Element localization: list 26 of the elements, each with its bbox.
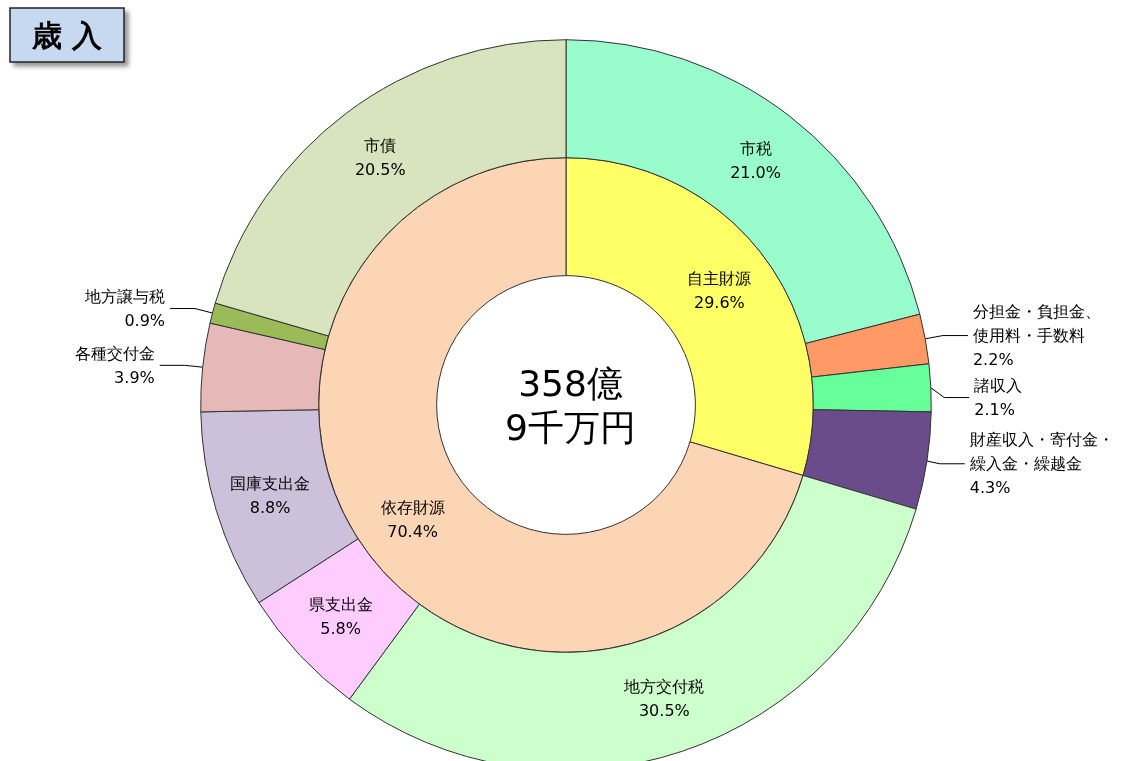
data-label: 3.9% xyxy=(114,367,155,387)
slice-label: 国庫支出金 xyxy=(230,473,311,493)
slice-label: 地方交付税 xyxy=(623,676,705,696)
data-label: 21.0% xyxy=(730,163,781,183)
data-label: 5.8% xyxy=(320,619,361,639)
data-label: 30.5% xyxy=(638,700,690,720)
slice-label: 分担金・負担金、使用料・手数料 xyxy=(972,302,1101,346)
slice-label: 地方譲与税 xyxy=(84,287,166,307)
slice-label: 市税 xyxy=(739,139,772,159)
data-label: 20.5% xyxy=(354,160,406,180)
slice-label: 財産収入・寄付金・繰入金・繰越金 xyxy=(968,430,1114,474)
data-label: 8.8% xyxy=(249,497,291,517)
data-label: 70.4% xyxy=(387,521,439,541)
text: 358億 9千万円 xyxy=(505,362,636,448)
data-label: 2.1% xyxy=(974,400,1015,420)
data-label: 2.2% xyxy=(972,350,1014,370)
slice-label: 諸収入 xyxy=(974,376,1023,396)
chart-title: 歳 入 xyxy=(31,17,104,53)
data-label: 0.9% xyxy=(124,311,166,331)
slice-label: 依存財源 xyxy=(380,497,445,517)
data-label: 4.3% xyxy=(969,478,1011,498)
slice-label: 自主財源 xyxy=(687,269,752,289)
slice-label: 市債 xyxy=(364,136,397,156)
slice-label: 各種交付金 xyxy=(74,343,155,363)
slice-label: 県支出金 xyxy=(308,595,373,615)
data-label: 29.6% xyxy=(693,293,745,313)
